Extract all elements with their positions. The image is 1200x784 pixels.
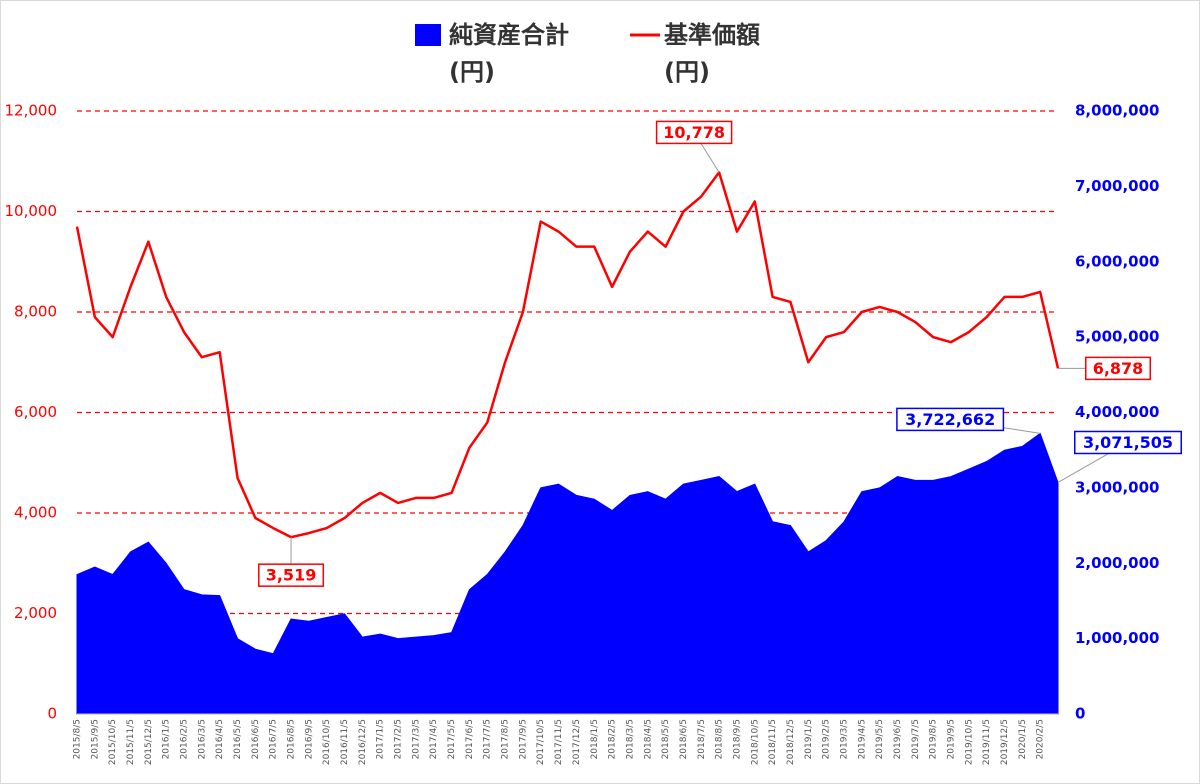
data-label: 6,878	[1093, 359, 1144, 378]
x-tick-label: 2016/1/5	[162, 719, 172, 759]
y2-tick-label: 2,000,000	[1075, 554, 1159, 572]
y2-tick-label: 3,000,000	[1075, 478, 1159, 496]
x-tick-label: 2018/7/5	[697, 719, 707, 759]
x-tick-label: 2016/12/5	[358, 719, 368, 765]
x-tick-label: 2018/12/5	[786, 719, 796, 765]
x-tick-label: 2016/4/5	[215, 719, 225, 759]
callout-box	[258, 563, 325, 587]
y2-tick-label: 7,000,000	[1075, 177, 1159, 195]
x-tick-label: 2015/12/5	[144, 719, 154, 765]
data-label: 3,519	[266, 566, 317, 585]
x-tick-label: 2017/1/5	[376, 719, 386, 759]
x-tick-label: 2015/10/5	[108, 719, 118, 765]
data-label: 3,722,662	[905, 410, 995, 429]
x-tick-label: 2019/5/5	[875, 719, 885, 759]
x-tick-label: 2019/1/5	[804, 719, 814, 759]
y2-tick-label: 0	[1075, 705, 1085, 723]
x-tick-label: 2016/11/5	[340, 719, 350, 765]
x-tick-label: 2020/1/5	[1018, 719, 1028, 759]
y-tick-label: 4,000	[14, 504, 57, 522]
x-tick-label: 2018/1/5	[590, 719, 600, 759]
legend-label: 純資産合計	[449, 21, 569, 49]
x-tick-label: 2018/10/5	[750, 719, 760, 765]
y-tick-label: 0	[47, 705, 57, 723]
x-tick-label: 2016/2/5	[180, 719, 190, 759]
callout-box	[896, 407, 1005, 432]
x-tick-label: 2015/11/5	[126, 719, 136, 765]
price-line	[75, 171, 1060, 539]
x-tick-label: 2016/3/5	[197, 719, 207, 759]
x-tick-label: 2018/9/5	[732, 719, 742, 759]
callout-box	[655, 120, 733, 145]
net-assets-area	[76, 432, 1059, 715]
y-tick-label: 8,000	[14, 303, 57, 321]
legend-unit: (円)	[449, 58, 495, 86]
y-tick-label: 12,000	[5, 102, 58, 120]
x-tick-label: 2017/7/5	[483, 719, 493, 759]
x-tick-label: 2016/7/5	[269, 719, 279, 759]
x-tick-label: 2017/9/5	[518, 719, 528, 759]
x-tick-label: 2016/8/5	[287, 719, 297, 759]
x-tick-label: 2018/11/5	[768, 719, 778, 765]
x-tick-label: 2018/3/5	[625, 719, 635, 759]
x-tick-label: 2020/2/5	[1036, 719, 1046, 759]
x-tick-label: 2019/4/5	[857, 719, 867, 759]
x-tick-label: 2019/6/5	[893, 719, 903, 759]
x-tick-label: 2016/6/5	[251, 719, 261, 759]
y2-tick-label: 8,000,000	[1075, 102, 1159, 120]
x-tick-label: 2016/9/5	[304, 719, 314, 759]
callout-box	[1085, 356, 1151, 381]
x-tick-label: 2018/8/5	[715, 719, 725, 759]
y-tick-label: 2,000	[14, 604, 57, 622]
x-tick-label: 2017/4/5	[429, 719, 439, 759]
x-tick-label: 2015/8/5	[73, 719, 83, 759]
legend-swatch	[415, 24, 441, 46]
x-tick-label: 2019/8/5	[929, 719, 939, 759]
x-tick-label: 2017/3/5	[411, 719, 421, 759]
y2-tick-label: 1,000,000	[1075, 629, 1159, 647]
x-tick-label: 2019/3/5	[839, 719, 849, 759]
x-tick-label: 2015/9/5	[90, 719, 100, 759]
y2-tick-label: 6,000,000	[1075, 252, 1159, 270]
y2-tick-label: 4,000,000	[1075, 403, 1159, 421]
x-tick-label: 2017/10/5	[536, 719, 546, 765]
y-tick-label: 10,000	[5, 202, 58, 220]
callout-box	[1074, 430, 1182, 455]
x-tick-label: 2019/9/5	[946, 719, 956, 759]
data-label: 3,071,505	[1083, 433, 1173, 452]
x-tick-label: 2017/2/5	[394, 719, 404, 759]
x-tick-label: 2018/4/5	[643, 719, 653, 759]
x-tick-label: 2017/5/5	[447, 719, 457, 759]
legend-label: 基準価額	[664, 21, 760, 49]
x-tick-label: 2019/10/5	[964, 719, 974, 765]
x-tick-label: 2016/5/5	[233, 719, 243, 759]
x-tick-label: 2019/11/5	[982, 719, 992, 765]
x-tick-label: 2019/7/5	[911, 719, 921, 759]
x-tick-label: 2019/2/5	[822, 719, 832, 759]
x-tick-label: 2017/6/5	[465, 719, 475, 759]
y-tick-label: 6,000	[14, 403, 57, 421]
x-tick-label: 2017/11/5	[554, 719, 564, 765]
x-tick-label: 2018/6/5	[679, 719, 689, 759]
x-tick-label: 2018/2/5	[608, 719, 618, 759]
x-tick-label: 2017/12/5	[572, 719, 582, 765]
x-tick-label: 2016/10/5	[322, 719, 332, 765]
x-tick-label: 2017/8/5	[501, 719, 511, 759]
data-label: 10,778	[663, 123, 725, 142]
y2-tick-label: 5,000,000	[1075, 328, 1159, 346]
x-tick-label: 2019/12/5	[1000, 719, 1010, 765]
x-tick-label: 2018/5/5	[661, 719, 671, 759]
legend-unit: (円)	[664, 58, 710, 86]
